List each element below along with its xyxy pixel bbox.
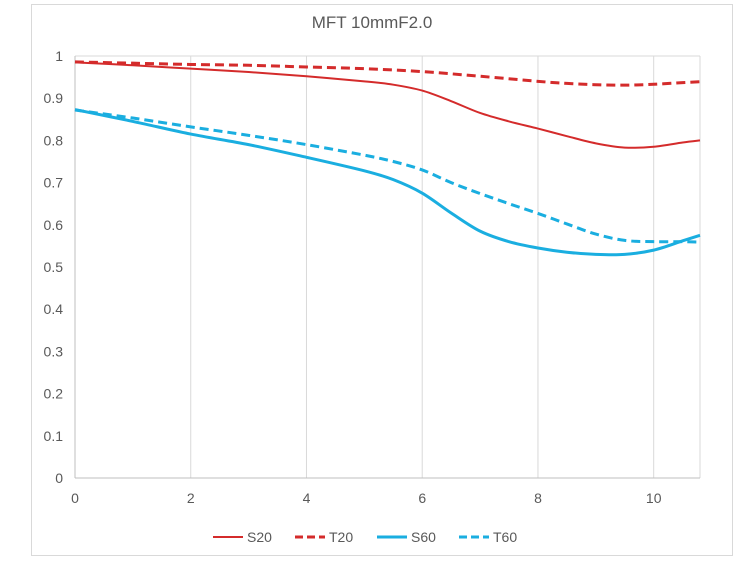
y-tick-label: 0: [55, 470, 63, 486]
legend-label-s20: S20: [247, 529, 272, 545]
y-tick-label: 0.2: [44, 386, 64, 402]
series-line-t20: [74, 60, 701, 87]
x-tick-label: 0: [71, 490, 79, 506]
legend: S20 T20 S60 T60: [213, 529, 517, 545]
y-tick-label: 0.1: [44, 428, 64, 444]
series-line-s20: [74, 61, 701, 149]
x-tick-label: 10: [646, 490, 662, 506]
y-tick-label: 0.4: [44, 301, 64, 317]
y-tick-label: 0.7: [44, 175, 64, 191]
y-tick-label: 0.9: [44, 90, 64, 106]
legend-label-s60: S60: [411, 529, 436, 545]
y-tick-label: 0.6: [44, 217, 64, 233]
legend-label-t60: T60: [493, 529, 517, 545]
grid: [75, 55, 701, 478]
x-tick-label: 6: [418, 490, 426, 506]
x-tick-label: 2: [187, 490, 195, 506]
x-tick-label: 8: [534, 490, 542, 506]
legend-label-t20: T20: [329, 529, 353, 545]
y-tick-label: 1: [55, 48, 63, 64]
series-lines: [74, 60, 701, 257]
y-tick-label: 0.8: [44, 132, 64, 148]
chart-title: MFT 10mmF2.0: [312, 13, 433, 32]
chart-frame: [31, 4, 733, 556]
series-line-s60: [74, 108, 701, 257]
y-tick-label: 0.5: [44, 259, 64, 275]
x-tick-label: 4: [303, 490, 311, 506]
series-line-t60: [74, 108, 701, 244]
y-tick-label: 0.3: [44, 343, 64, 359]
axes: 00.10.20.30.40.50.60.70.80.910 2 4 6 8 10: [44, 48, 700, 506]
